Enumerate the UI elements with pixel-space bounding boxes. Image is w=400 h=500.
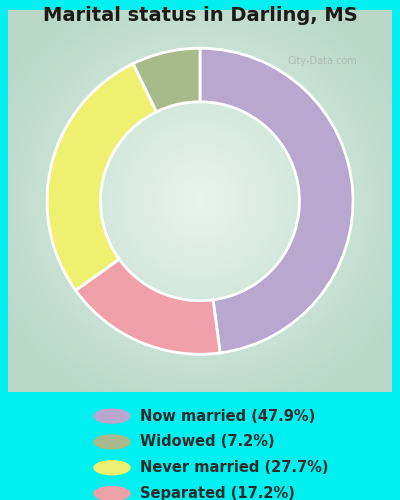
Text: Never married (27.7%): Never married (27.7%) [140,460,328,475]
Ellipse shape [94,486,130,500]
Wedge shape [47,64,156,290]
Ellipse shape [94,435,130,449]
Text: Separated (17.2%): Separated (17.2%) [140,486,295,500]
Wedge shape [200,48,353,353]
Ellipse shape [94,409,130,423]
Text: Widowed (7.2%): Widowed (7.2%) [140,434,275,450]
Wedge shape [76,259,220,354]
Text: Now married (47.9%): Now married (47.9%) [140,408,315,424]
Text: City-Data.com: City-Data.com [288,56,358,66]
Text: Marital status in Darling, MS: Marital status in Darling, MS [43,6,357,25]
Wedge shape [133,48,200,112]
Ellipse shape [94,461,130,474]
